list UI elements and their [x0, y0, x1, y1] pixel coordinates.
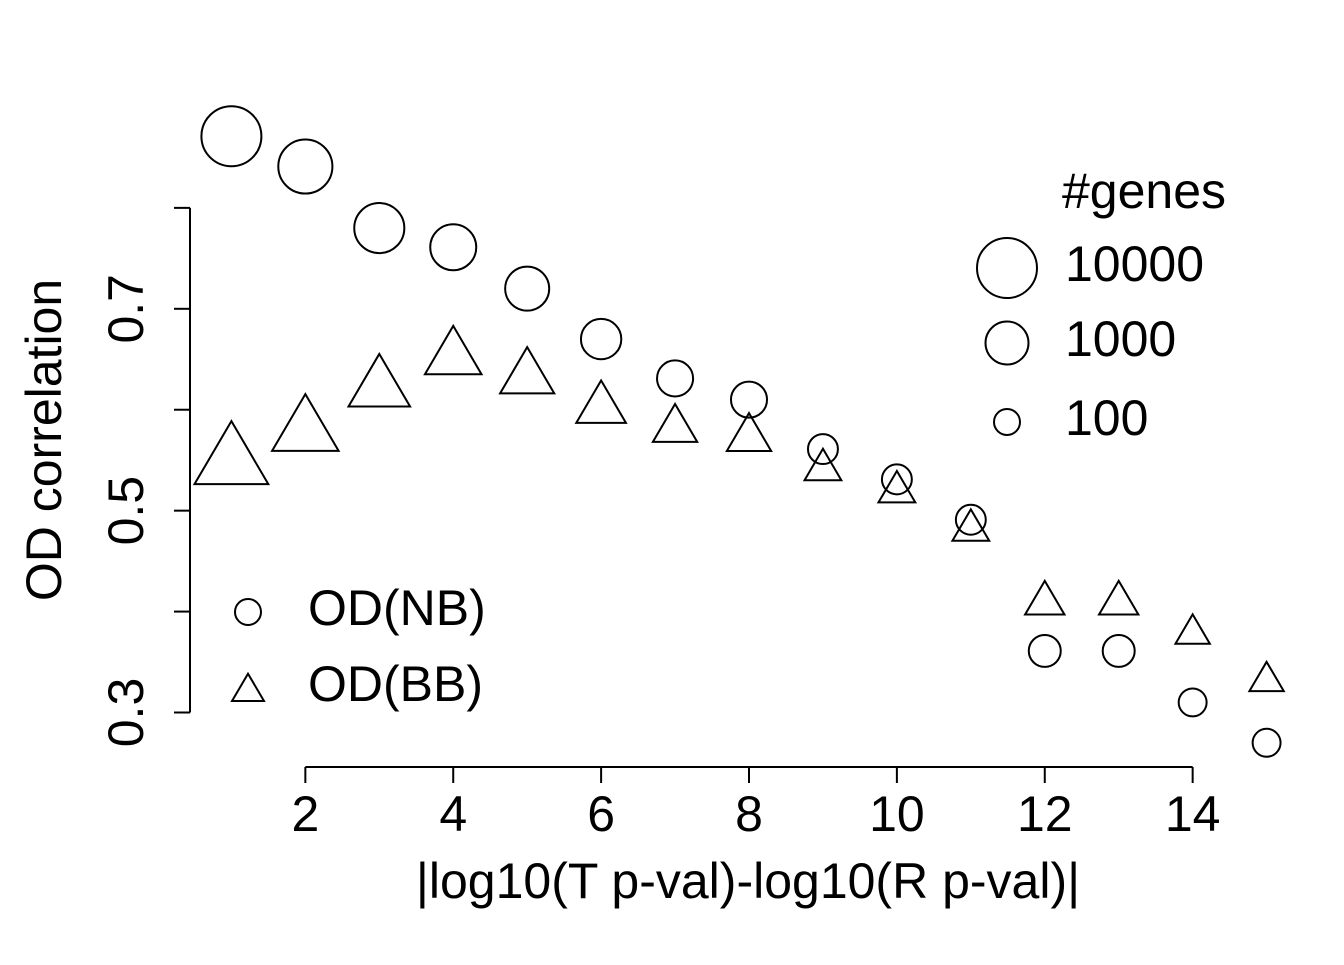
- point: [1251, 727, 1282, 758]
- point: [498, 345, 556, 395]
- size-legend-symbol: [984, 320, 1030, 366]
- size-legend-label: 1000: [1065, 311, 1176, 367]
- point: [802, 446, 844, 482]
- x-axis-title: |log10(T p-val)-log10(R p-val)|: [416, 853, 1080, 909]
- x-tick-label: 8: [735, 786, 763, 842]
- x-tick-label: 4: [439, 786, 467, 842]
- size-legend-label: 10000: [1065, 236, 1204, 292]
- point: [423, 323, 484, 376]
- point: [806, 433, 839, 466]
- point: [725, 411, 773, 452]
- point: [277, 138, 334, 195]
- point: [1101, 633, 1136, 668]
- x-tick-label: 10: [869, 786, 925, 842]
- point: [651, 402, 699, 443]
- x-tick-label: 2: [291, 786, 319, 842]
- legend-label: OD(BB): [308, 656, 483, 712]
- legend-label: OD(NB): [308, 580, 486, 636]
- y-tick-label: 0.3: [98, 678, 154, 748]
- point: [954, 503, 987, 536]
- point: [1097, 578, 1141, 616]
- y-axis-title: OD correlation: [16, 279, 72, 601]
- point: [1027, 633, 1062, 668]
- point: [353, 202, 406, 255]
- point: [1247, 659, 1286, 693]
- point: [429, 223, 478, 272]
- legend-symbol: [234, 598, 262, 626]
- point: [1023, 578, 1067, 616]
- point: [950, 507, 991, 542]
- size-legend-symbol: [993, 408, 1021, 436]
- point: [1173, 612, 1212, 645]
- point: [729, 380, 769, 419]
- y-tick-label: 0.5: [98, 476, 154, 546]
- x-tick-label: 12: [1017, 786, 1073, 842]
- x-tick-label: 14: [1165, 786, 1221, 842]
- point: [579, 317, 623, 361]
- point: [574, 378, 628, 424]
- x-tick-label: 6: [587, 786, 615, 842]
- size-legend-title: #genes: [1062, 163, 1226, 219]
- point: [270, 392, 341, 452]
- point: [656, 359, 695, 398]
- point: [346, 351, 412, 408]
- size-legend-symbol: [976, 237, 1038, 299]
- y-tick-label: 0.7: [98, 274, 154, 344]
- size-legend-label: 100: [1065, 390, 1148, 446]
- point: [504, 265, 551, 312]
- legend-symbol: [230, 671, 266, 702]
- point: [1177, 687, 1208, 718]
- point: [192, 419, 271, 486]
- point: [876, 469, 918, 504]
- point: [880, 463, 913, 496]
- point: [200, 105, 263, 168]
